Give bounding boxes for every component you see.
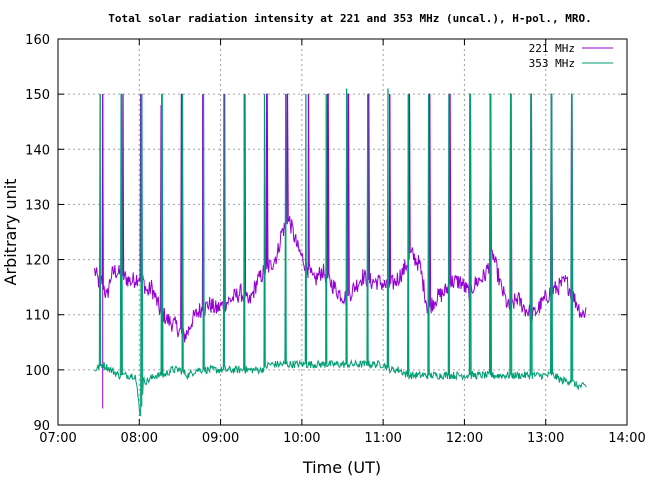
y-tick-label: 90 <box>33 419 50 434</box>
series-layer <box>94 88 587 417</box>
x-tick-label: 09:00 <box>202 431 239 446</box>
x-axis-label: Time (UT) <box>302 458 381 477</box>
legend: 221 MHz 353 MHz <box>529 42 613 70</box>
y-tick-label: 140 <box>25 143 50 158</box>
x-tick-label: 10:00 <box>283 431 320 446</box>
grid <box>58 39 627 425</box>
y-tick-label: 160 <box>25 33 50 48</box>
plot-frame <box>57 38 628 426</box>
x-tick-label: 08:00 <box>121 431 158 446</box>
y-tick-label: 100 <box>25 364 50 379</box>
legend-label-221: 221 MHz <box>529 42 575 55</box>
x-tick-label: 11:00 <box>364 431 401 446</box>
ticks: 07:00 08:00 09:00 10:00 11:00 12:00 13:00 14:00… <box>25 33 646 446</box>
y-tick-label: 130 <box>25 198 50 213</box>
x-tick-label: 12:00 <box>446 431 483 446</box>
x-tick-label: 07:00 <box>39 431 76 446</box>
chart-title: Total solar radiation intensity at 221 a… <box>108 12 591 25</box>
legend-label-353: 353 MHz <box>529 57 575 70</box>
y-tick-label: 150 <box>25 88 50 103</box>
y-tick-label: 110 <box>25 309 50 324</box>
y-tick-label: 120 <box>25 254 50 269</box>
series-line-353-mhz <box>94 88 587 417</box>
y-axis-label: Arbitrary unit <box>1 179 20 286</box>
x-tick-label: 13:00 <box>527 431 564 446</box>
x-tick-label: 14:00 <box>608 431 645 446</box>
series-line-221-mhz <box>94 93 587 343</box>
